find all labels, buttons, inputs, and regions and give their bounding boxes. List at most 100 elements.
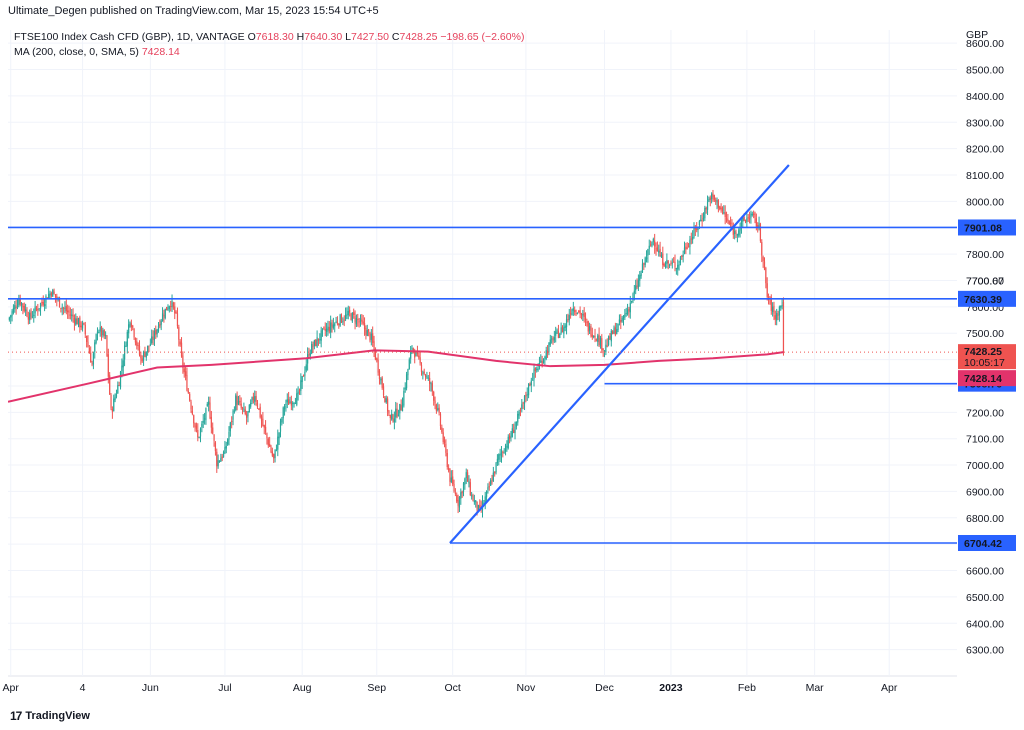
candle-body <box>324 328 326 331</box>
candle-body <box>256 402 259 408</box>
candle-body <box>297 391 299 394</box>
candle-body <box>8 317 10 320</box>
candle-body <box>92 353 95 365</box>
candle-body <box>122 360 124 368</box>
candle-body <box>224 447 226 454</box>
candle-body <box>464 478 466 485</box>
candle-body <box>452 476 454 485</box>
price-tag-group: 7901.08 <box>958 219 1016 236</box>
candle-body <box>72 314 74 318</box>
candle-body <box>748 218 751 220</box>
candle-body <box>107 354 109 377</box>
candle-body <box>662 253 664 266</box>
candle-body <box>382 386 385 396</box>
y-tick-label: 6400.00 <box>966 618 1004 630</box>
candles-group <box>8 189 785 518</box>
candle-body <box>363 323 366 330</box>
candle-body <box>309 353 311 356</box>
candle-body <box>240 403 242 408</box>
currency-label: GBP <box>966 29 988 41</box>
candle-body <box>647 249 649 256</box>
candle-body <box>15 306 17 308</box>
y-tick-label: 6300.00 <box>966 645 1004 657</box>
candle-body <box>588 326 591 331</box>
candle-body <box>393 418 395 423</box>
candle-body <box>245 414 248 418</box>
candle-body <box>164 308 166 319</box>
candle-body <box>697 226 699 230</box>
candle-body <box>133 328 135 338</box>
candle-body <box>199 428 202 437</box>
candle-body <box>635 285 637 291</box>
candle-body <box>405 374 408 389</box>
candle-body <box>419 357 421 364</box>
candle-body <box>663 263 665 267</box>
candle-body <box>466 472 469 482</box>
candle-body <box>366 330 368 337</box>
candle-body <box>681 255 683 257</box>
candle-body <box>664 265 667 267</box>
candle-body <box>734 230 736 235</box>
candle-body <box>282 407 284 419</box>
candle-body <box>420 364 423 372</box>
candle-body <box>392 414 394 422</box>
candle-body <box>259 406 261 418</box>
candle-body <box>551 338 553 340</box>
candle-body <box>416 352 419 354</box>
candle-body <box>541 361 543 365</box>
ma-price-tag-bg <box>958 370 1016 387</box>
candle-body <box>744 220 747 222</box>
candle-body <box>625 312 627 314</box>
candle-body <box>53 291 55 294</box>
ma-row[interactable]: MA (200, close, 0, SMA, 5) 7428.14 <box>14 45 524 60</box>
candle-body <box>522 402 524 404</box>
candle-body <box>509 435 511 439</box>
candle-body <box>96 331 99 334</box>
candle-body <box>770 297 772 311</box>
candle-body <box>616 329 618 335</box>
candle-body <box>325 328 328 332</box>
candle-body <box>705 207 707 210</box>
candle-body <box>496 458 499 464</box>
candle-body <box>648 245 650 249</box>
candle-body <box>574 309 576 313</box>
y-tick-label: 8000.00 <box>966 196 1004 208</box>
candle-body <box>183 368 185 373</box>
candle-body <box>273 454 275 459</box>
y-tick-label: 7500.00 <box>966 328 1004 340</box>
symbol-title: FTSE100 Index Cash CFD (GBP), 1D, VANTAG… <box>14 31 245 43</box>
candle-body <box>111 408 114 412</box>
candle-body <box>586 321 588 323</box>
x-tick-label: Feb <box>738 682 756 694</box>
ohlc-row: FTSE100 Index Cash CFD (GBP), 1D, VANTAG… <box>14 30 524 45</box>
candle-body <box>513 429 515 433</box>
candle-body <box>395 408 397 418</box>
candle-body <box>527 383 530 396</box>
candle-body <box>232 410 234 420</box>
candle-body <box>565 319 568 328</box>
candle-body <box>491 481 493 483</box>
candle-body <box>411 347 413 349</box>
candle-body <box>601 338 603 350</box>
candle-body <box>454 492 456 494</box>
y-tick-label: 8400.00 <box>966 91 1004 103</box>
candle-body <box>567 319 569 321</box>
candle-body <box>157 325 160 332</box>
candle-body <box>33 314 35 316</box>
y-tick-label: 7700.00 <box>966 275 1004 287</box>
candle-body <box>659 248 661 257</box>
candle-body <box>422 372 424 374</box>
candle-body <box>347 310 349 316</box>
candle-body <box>679 257 682 263</box>
candle-body <box>380 379 382 381</box>
candle-body <box>739 227 741 231</box>
price-tag-group: 7630.39 <box>958 290 1016 307</box>
candle-body <box>202 420 204 423</box>
candle-body <box>250 402 252 407</box>
candle-body <box>225 446 227 449</box>
candle-body <box>641 263 644 273</box>
candle-body <box>721 207 724 212</box>
candle-body <box>83 323 85 325</box>
candle-body <box>263 425 265 428</box>
